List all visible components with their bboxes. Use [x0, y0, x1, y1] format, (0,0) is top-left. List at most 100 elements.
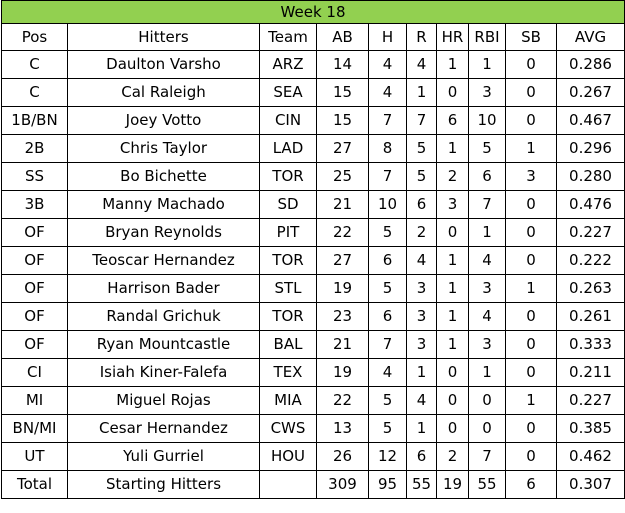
cell-hr: 1 [436, 246, 469, 275]
cell-hr: 0 [436, 358, 469, 387]
cell-hr: 1 [436, 330, 469, 359]
cell-sb: 1 [505, 386, 557, 415]
cell-team: TEX [259, 358, 317, 387]
column-header-team: Team [259, 23, 317, 51]
cell-sb: 0 [505, 50, 557, 79]
cell-avg: 0.385 [555, 414, 625, 443]
total-avg: 0.307 [555, 470, 625, 499]
cell-hitters: Teoscar Hernandez [67, 246, 260, 275]
cell-hitters: Yuli Gurriel [67, 442, 260, 471]
cell-team: CIN [259, 106, 317, 135]
cell-h: 5 [368, 414, 407, 443]
cell-rbi: 6 [468, 162, 506, 191]
cell-team: ARZ [259, 50, 317, 79]
table-row: UT Yuli Gurriel HOU 26 12 6 2 7 0 0.462 [1, 442, 625, 471]
total-hitters: Starting Hitters [67, 470, 260, 499]
column-header-hr: HR [436, 23, 469, 51]
cell-sb: 0 [505, 358, 557, 387]
column-header-pos: Pos [1, 23, 68, 51]
table-row: OF Ryan Mountcastle BAL 21 7 3 1 3 0 0.333 [1, 330, 625, 359]
cell-avg: 0.286 [555, 50, 625, 79]
cell-avg: 0.476 [555, 190, 625, 219]
cell-r: 5 [406, 162, 437, 191]
cell-sb: 0 [505, 442, 557, 471]
cell-pos: BN/MI [1, 414, 68, 443]
cell-rbi: 4 [468, 302, 506, 331]
cell-hr: 0 [436, 414, 469, 443]
cell-pos: 3B [1, 190, 68, 219]
cell-hr: 0 [436, 218, 469, 247]
cell-ab: 22 [316, 386, 369, 415]
cell-pos: 1B/BN [1, 106, 68, 135]
cell-avg: 0.462 [555, 442, 625, 471]
cell-hitters: Harrison Bader [67, 274, 260, 303]
table-row: BN/MI Cesar Hernandez CWS 13 5 1 0 0 0 0.385 [1, 414, 625, 443]
cell-team: TOR [259, 246, 317, 275]
cell-r: 3 [406, 302, 437, 331]
cell-sb: 0 [505, 330, 557, 359]
cell-r: 2 [406, 218, 437, 247]
total-sb: 6 [505, 470, 557, 499]
table-row: OF Randal Grichuk TOR 23 6 3 1 4 0 0.261 [1, 302, 625, 331]
cell-team: LAD [259, 134, 317, 163]
cell-h: 8 [368, 134, 407, 163]
cell-hitters: Cal Raleigh [67, 78, 260, 107]
cell-pos: SS [1, 162, 68, 191]
cell-h: 6 [368, 246, 407, 275]
cell-pos: UT [1, 442, 68, 471]
cell-sb: 0 [505, 302, 557, 331]
total-rbi: 55 [468, 470, 506, 499]
cell-pos: CI [1, 358, 68, 387]
cell-pos: OF [1, 302, 68, 331]
table-row: MI Miguel Rojas MIA 22 5 4 0 0 1 0.227 [1, 386, 625, 415]
cell-h: 7 [368, 106, 407, 135]
cell-r: 3 [406, 274, 437, 303]
cell-hitters: Miguel Rojas [67, 386, 260, 415]
cell-pos: OF [1, 218, 68, 247]
cell-sb: 0 [505, 78, 557, 107]
cell-pos: OF [1, 274, 68, 303]
cell-avg: 0.222 [555, 246, 625, 275]
cell-hr: 0 [436, 386, 469, 415]
cell-ab: 15 [316, 78, 369, 107]
cell-avg: 0.261 [555, 302, 625, 331]
cell-hr: 1 [436, 274, 469, 303]
table-row: OF Bryan Reynolds PIT 22 5 2 0 1 0 0.227 [1, 218, 625, 247]
cell-ab: 21 [316, 190, 369, 219]
cell-avg: 0.211 [555, 358, 625, 387]
cell-sb: 0 [505, 106, 557, 135]
cell-rbi: 4 [468, 246, 506, 275]
cell-h: 4 [368, 358, 407, 387]
cell-ab: 27 [316, 246, 369, 275]
cell-pos: OF [1, 246, 68, 275]
cell-sb: 0 [505, 414, 557, 443]
cell-r: 5 [406, 134, 437, 163]
cell-hr: 6 [436, 106, 469, 135]
column-header-ab: AB [316, 23, 369, 51]
table-row: C Daulton Varsho ARZ 14 4 4 1 1 0 0.286 [1, 50, 625, 79]
cell-hitters: Manny Machado [67, 190, 260, 219]
cell-hitters: Joey Votto [67, 106, 260, 135]
cell-pos: C [1, 78, 68, 107]
cell-h: 10 [368, 190, 407, 219]
cell-r: 1 [406, 78, 437, 107]
cell-hr: 1 [436, 302, 469, 331]
cell-team: MIA [259, 386, 317, 415]
cell-hitters: Daulton Varsho [67, 50, 260, 79]
cell-hitters: Bryan Reynolds [67, 218, 260, 247]
cell-hitters: Isiah Kiner-Falefa [67, 358, 260, 387]
cell-r: 4 [406, 50, 437, 79]
cell-hitters: Cesar Hernandez [67, 414, 260, 443]
cell-avg: 0.263 [555, 274, 625, 303]
cell-hr: 2 [436, 162, 469, 191]
cell-ab: 13 [316, 414, 369, 443]
table-row: 2B Chris Taylor LAD 27 8 5 1 5 1 0.296 [1, 134, 625, 163]
cell-avg: 0.280 [555, 162, 625, 191]
cell-ab: 22 [316, 218, 369, 247]
cell-h: 4 [368, 50, 407, 79]
cell-sb: 0 [505, 246, 557, 275]
cell-rbi: 1 [468, 50, 506, 79]
cell-h: 7 [368, 330, 407, 359]
cell-sb: 1 [505, 274, 557, 303]
cell-hr: 1 [436, 134, 469, 163]
